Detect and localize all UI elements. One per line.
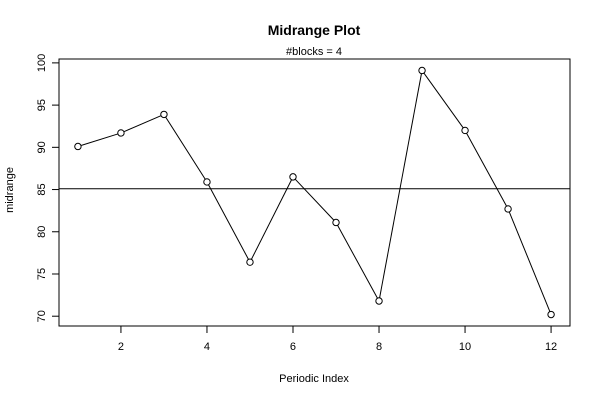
series-segment: [80, 133, 119, 146]
x-tick-label: 10: [459, 341, 471, 353]
x-tick-label: 12: [545, 341, 557, 353]
data-point: [203, 178, 211, 186]
data-point: [246, 258, 254, 266]
series-segment: [294, 178, 335, 221]
series-segment: [208, 184, 249, 260]
series-segment: [123, 115, 162, 133]
data-point: [160, 110, 168, 119]
series-segment: [250, 179, 292, 260]
y-tick-label: 90: [36, 141, 48, 153]
x-tick-label: 6: [290, 341, 296, 353]
x-tick-label: 2: [118, 341, 124, 353]
y-tick-label: 95: [36, 99, 48, 111]
series-segment: [466, 133, 507, 207]
x-axis-label: Periodic Index: [279, 373, 349, 385]
y-tick-label: 80: [36, 226, 48, 238]
series-segment: [379, 73, 422, 298]
series-segment: [423, 72, 464, 129]
series-segment: [165, 116, 206, 180]
data-point: [547, 310, 555, 319]
data-point: [117, 129, 125, 137]
points-group: [74, 66, 555, 319]
data-point: [418, 66, 426, 75]
series-group: [80, 72, 551, 312]
y-tick-label: 100: [36, 54, 48, 72]
series-segment: [508, 211, 551, 312]
y-tick-label: 85: [36, 183, 48, 195]
data-point: [332, 218, 340, 227]
data-point: [289, 173, 297, 181]
y-tick-label: 70: [36, 310, 48, 322]
x-tick-label: 8: [376, 341, 382, 353]
x-tick-label: 4: [204, 341, 210, 353]
data-point: [504, 205, 512, 213]
chart-title: Midrange Plot: [268, 22, 361, 38]
plot-frame: [58, 58, 571, 327]
y-axis-label: midrange: [4, 167, 16, 213]
data-point: [461, 126, 469, 135]
y-tick-label: 75: [36, 268, 48, 280]
chart-subtitle: #blocks = 4: [286, 46, 342, 58]
data-point: [74, 142, 82, 151]
y-axis: 70 75 80 85 90 95 100: [36, 54, 60, 322]
data-point: [375, 297, 383, 305]
x-axis: 2 4 6 8 10 12: [118, 325, 557, 353]
series-segment: [337, 225, 378, 299]
